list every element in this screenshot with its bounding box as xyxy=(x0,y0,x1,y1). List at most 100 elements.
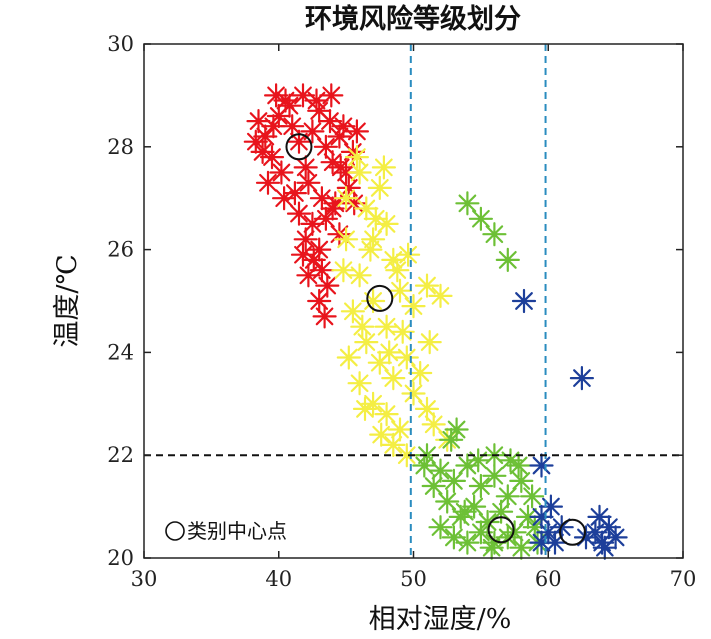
data-point xyxy=(319,83,344,108)
data-point xyxy=(282,181,307,206)
data-point xyxy=(315,273,340,298)
cluster-center-marker xyxy=(559,518,587,546)
data-point xyxy=(331,258,356,283)
data-point xyxy=(352,396,378,421)
data-point xyxy=(475,509,500,535)
data-point xyxy=(495,247,520,272)
data-point xyxy=(435,489,460,514)
data-point xyxy=(466,448,491,473)
data-point xyxy=(246,109,271,134)
data-point xyxy=(412,453,437,478)
data-point xyxy=(328,155,353,180)
data-point xyxy=(334,186,359,211)
data-point xyxy=(327,222,352,247)
x-tick-label: 60 xyxy=(535,567,562,591)
data-point xyxy=(421,473,446,499)
data-point xyxy=(313,206,338,231)
x-tick-label: 50 xyxy=(400,567,427,591)
data-point xyxy=(569,366,594,391)
data-point xyxy=(502,520,527,545)
data-point xyxy=(317,109,343,134)
data-point xyxy=(390,319,415,344)
data-point xyxy=(377,340,402,365)
data-point xyxy=(269,160,294,185)
data-point xyxy=(290,83,316,108)
legend-label: 类别中心点 xyxy=(187,519,287,543)
data-point xyxy=(468,473,493,499)
data-point xyxy=(374,211,399,236)
data-point xyxy=(300,211,325,236)
data-point xyxy=(462,494,487,519)
series-1 xyxy=(331,145,460,468)
data-point xyxy=(468,206,493,231)
data-point xyxy=(354,330,379,355)
data-point xyxy=(536,520,561,545)
data-point xyxy=(312,304,337,329)
data-point xyxy=(290,242,316,267)
data-point xyxy=(374,314,399,339)
data-point xyxy=(394,443,419,468)
cluster-center-marker xyxy=(285,133,313,161)
data-point xyxy=(428,283,453,308)
data-point xyxy=(369,422,394,447)
data-point xyxy=(309,186,334,211)
data-point xyxy=(363,206,388,231)
data-point xyxy=(307,237,332,262)
data-point xyxy=(417,330,442,355)
data-point xyxy=(334,227,359,252)
data-point xyxy=(264,83,289,108)
data-point xyxy=(408,360,433,386)
data-point xyxy=(396,242,421,267)
data-point xyxy=(361,288,386,314)
data-point xyxy=(482,222,507,247)
data-point xyxy=(350,314,375,339)
data-point xyxy=(286,201,312,226)
data-point xyxy=(401,294,426,319)
series-3 xyxy=(511,288,628,560)
data-point xyxy=(313,134,338,159)
data-point xyxy=(441,525,466,550)
data-point xyxy=(344,119,369,144)
data-point xyxy=(573,525,599,550)
data-point xyxy=(414,273,440,298)
data-point xyxy=(266,103,291,129)
data-point xyxy=(444,417,469,442)
data-point xyxy=(361,391,386,416)
data-point xyxy=(421,412,446,437)
axis-ticks: 30 40 50 60 70 20 22 24 26 28 30 xyxy=(107,32,696,591)
data-point xyxy=(515,504,541,529)
data-point xyxy=(280,114,305,139)
data-point xyxy=(482,463,507,488)
data-point xyxy=(385,258,410,283)
data-point xyxy=(367,350,392,375)
data-point xyxy=(307,288,332,314)
data-point xyxy=(452,499,477,524)
data-point xyxy=(331,114,356,139)
chart-title: 环境风险等级划分 xyxy=(305,3,521,35)
data-point xyxy=(495,484,520,509)
data-point xyxy=(509,468,534,493)
data-point xyxy=(261,114,286,139)
y-axis-label: 温度/℃ xyxy=(52,254,83,347)
data-point xyxy=(592,535,617,560)
data-point xyxy=(340,299,365,324)
data-point xyxy=(300,119,325,144)
data-point xyxy=(455,530,480,555)
data-point xyxy=(603,525,628,550)
data-point xyxy=(347,263,372,288)
data-point xyxy=(381,247,406,272)
data-point xyxy=(468,520,493,545)
data-point xyxy=(367,175,392,200)
data-point xyxy=(320,196,345,221)
data-point xyxy=(509,535,534,560)
data-point xyxy=(272,186,297,211)
data-point xyxy=(336,345,361,370)
x-axis-label: 相对湿度/% xyxy=(369,604,512,635)
data-point xyxy=(374,402,399,427)
reference-lines xyxy=(144,44,683,558)
data-point xyxy=(387,417,413,442)
x-tick-label: 40 xyxy=(265,567,292,591)
data-point xyxy=(361,227,386,252)
data-point xyxy=(428,515,453,540)
